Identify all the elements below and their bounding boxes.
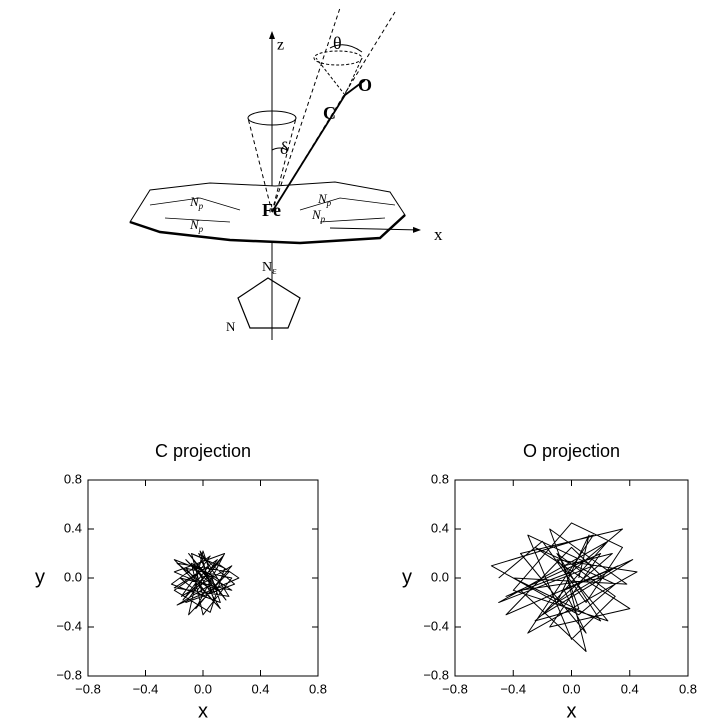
label: θ [333, 33, 342, 53]
x-tick-label: 0.4 [251, 681, 269, 696]
cone-side [315, 57, 346, 96]
cone-side [271, 117, 297, 213]
imidazole-ring [237, 277, 301, 329]
label: Nε [262, 260, 277, 276]
chart-title: O projection [523, 441, 620, 461]
x-axis-label: x [198, 700, 208, 722]
label: Np [189, 217, 204, 234]
cone-side [344, 57, 363, 96]
cone-side [247, 117, 273, 213]
y-axis-label: y [402, 566, 412, 588]
x-tick-label: −0.4 [500, 681, 526, 696]
trajectory [490, 522, 638, 652]
x-tick-label: 0.0 [562, 681, 580, 696]
label: z [277, 37, 284, 54]
y-tick-label: −0.4 [56, 618, 82, 633]
x-tick-label: 0.8 [309, 681, 327, 696]
x-tick-label: 0.8 [679, 681, 697, 696]
label: N [226, 319, 236, 334]
y-tick-label: −0.8 [56, 667, 82, 682]
label: x [434, 225, 443, 244]
cone-rim [247, 110, 297, 126]
fe-c-bond [271, 94, 346, 213]
y-tick-label: 0.4 [64, 520, 82, 535]
y-tick-label: −0.8 [423, 667, 449, 682]
delta-arc [271, 147, 288, 151]
label: C [323, 103, 336, 123]
diagram [129, 7, 421, 340]
dashed-line [271, 7, 341, 213]
porphyrin-edge [129, 214, 406, 245]
label: O [358, 75, 372, 95]
label: Np [311, 207, 326, 224]
c-o-bond [344, 79, 366, 96]
theta-arc [329, 44, 363, 53]
y-tick-label: 0.0 [64, 569, 82, 584]
x-tick-label: −0.8 [442, 681, 468, 696]
trajectory [170, 550, 240, 616]
label: Np [317, 191, 332, 208]
y-tick-label: 0.4 [431, 520, 449, 535]
x-axis [329, 226, 421, 233]
porphyrin-bonds [149, 197, 396, 223]
label: Fe [262, 200, 281, 220]
y-tick-label: 0.0 [431, 569, 449, 584]
plot-frame [454, 479, 689, 677]
x-tick-label: 0.4 [621, 681, 639, 696]
chart-title: C projection [155, 441, 251, 461]
y-axis-label: y [35, 566, 45, 588]
y-tick-label: 0.8 [431, 471, 449, 486]
x-tick-label: −0.4 [133, 681, 159, 696]
y-tick-label: 0.8 [64, 471, 82, 486]
diagram-labels: z θ O C δ Fe Np Np Np Np x Nε N [189, 33, 443, 334]
x-axis-label: x [567, 700, 577, 722]
x-tick-label: −0.8 [75, 681, 101, 696]
x-tick-label: 0.0 [194, 681, 212, 696]
y-tick-label: −0.4 [423, 618, 449, 633]
label: δ [280, 138, 288, 158]
label: Np [189, 194, 204, 211]
